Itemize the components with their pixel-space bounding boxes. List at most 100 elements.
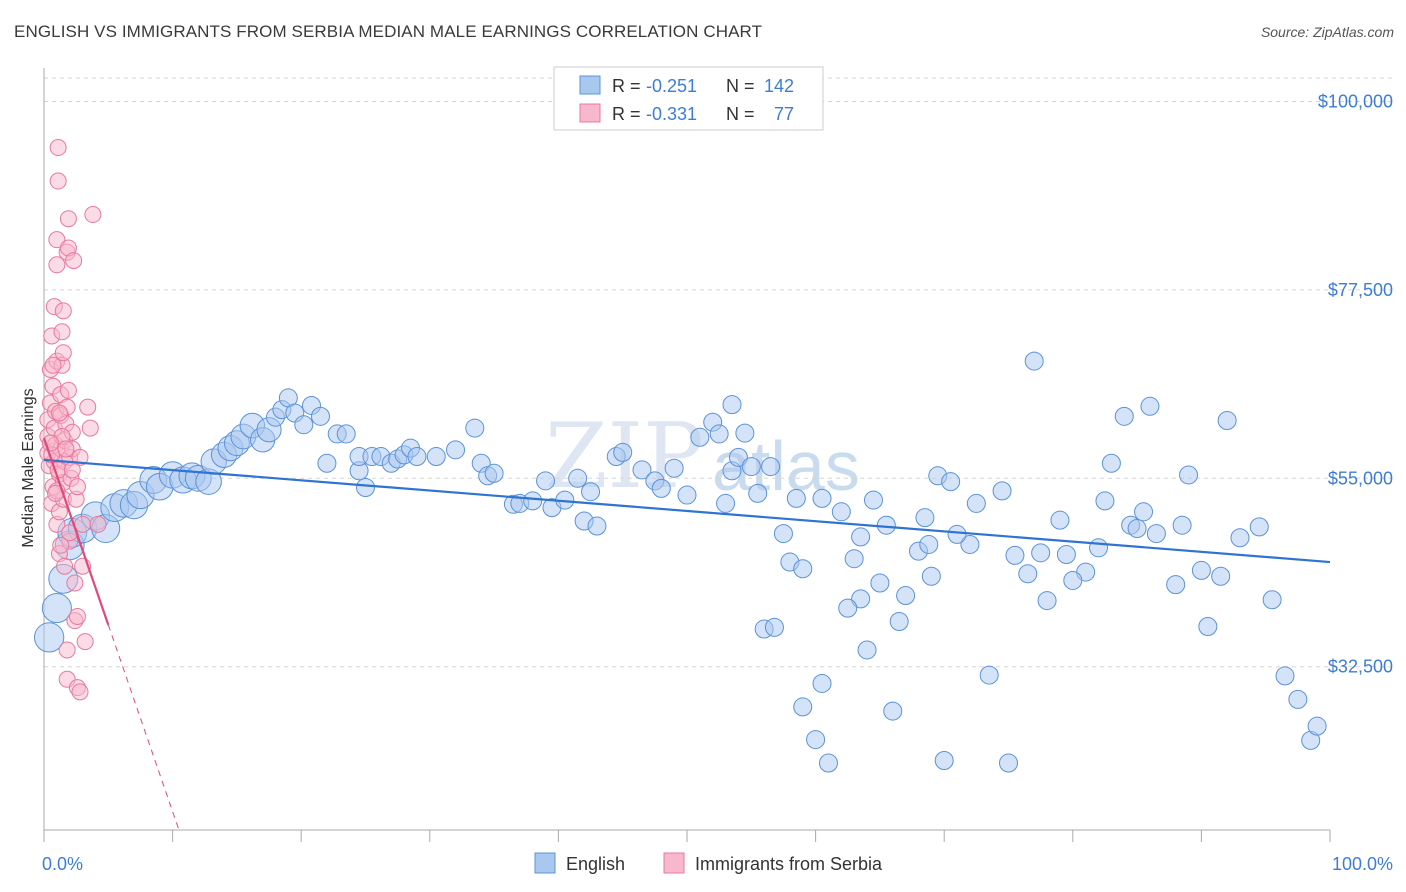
point-english [896,586,916,606]
point-english [1134,502,1154,522]
x-tick-label: 100.0% [1332,854,1393,874]
point-english [960,534,980,554]
point-english [851,527,871,547]
point-english [1198,617,1218,637]
grid [44,77,1392,668]
point-english [356,478,375,498]
point-serbia [58,641,76,659]
y-tick-label: $100,000 [1318,91,1393,111]
point-serbia [81,419,99,437]
point-english [34,622,65,653]
x-tick-label: 0.0% [42,854,83,874]
point-english [1179,465,1199,485]
point-english [523,491,543,511]
point-serbia [74,515,92,533]
point-english [919,534,939,554]
point-english [1018,564,1038,584]
point-serbia [53,323,71,341]
point-english [1037,591,1057,611]
point-serbia [49,172,67,190]
x-tick-labels: 0.0% 100.0% [42,854,1393,874]
point-english [651,478,671,498]
point-serbia [65,252,83,270]
point-english [1307,716,1327,736]
point-english [1005,545,1025,565]
point-english [941,472,961,492]
point-english [1230,528,1250,548]
legend-swatch-serbia [579,103,601,123]
point-english [806,730,826,750]
bottom-legend-serbia: Immigrants from Serbia [695,854,883,874]
point-serbia [66,574,84,592]
point-serbia [68,478,86,496]
point-serbia [68,607,86,625]
point-serbia [59,210,77,228]
point-serbia [54,302,72,320]
trend-lines [42,437,1331,831]
point-english [786,488,806,508]
point-english [999,753,1018,773]
point-english [844,549,864,569]
point-english [812,488,832,508]
trend-line-english [43,458,1331,564]
bottom-legend-english: English [566,854,625,874]
point-english [587,516,607,536]
point-serbia [79,398,97,416]
legend-n-label-serbia: N = [726,104,755,124]
point-english [1140,396,1160,416]
point-english [446,440,466,460]
point-english [728,447,748,467]
point-english [1101,453,1121,473]
point-english [677,485,697,505]
series-english [34,351,1327,773]
point-serbia [59,381,77,399]
point-english [947,524,967,544]
point-english [773,524,793,544]
bottom-legend: English Immigrants from Serbia [534,852,883,874]
point-english [1114,406,1134,426]
trend-line-serbia [42,437,110,626]
legend-r-label-serbia: R = [612,104,641,124]
point-serbia [48,256,66,274]
point-english [793,697,813,717]
point-english [1262,590,1282,610]
point-english [1249,517,1269,537]
legend-swatch-english [579,75,601,95]
y-tick-labels: $32,500 $55,000 $77,500 $100,000 [1318,91,1393,676]
trend-extension-serbia [107,624,180,831]
point-english [966,493,986,513]
point-english [851,589,871,609]
point-serbia [48,231,66,249]
point-serbia [54,344,72,362]
y-axis-label: Median Male Earnings [20,388,37,547]
point-english [863,490,883,510]
watermark: ZIP atlas [545,404,860,509]
point-english [1127,519,1147,539]
point-english [1050,510,1070,530]
point-english [465,418,485,438]
point-english [1211,566,1231,586]
point-english [764,617,784,637]
point-english [818,753,838,773]
point-serbia [49,139,67,157]
source-label: Source: ZipAtlas.com [1260,24,1394,40]
legend-n-label-english: N = [726,76,755,96]
point-serbia [52,536,70,554]
point-serbia [56,557,74,575]
point-english [722,395,742,415]
point-english [1056,545,1076,565]
point-english [484,463,504,483]
point-english [1063,570,1083,590]
point-english [664,458,684,478]
point-english [41,593,72,624]
point-serbia [89,515,107,533]
point-english [1172,515,1192,535]
point-english [1217,411,1237,431]
point-english [336,424,356,444]
bottom-legend-swatch-english [534,852,556,874]
legend-n-value-serbia: 77 [774,104,794,124]
point-english [1089,538,1109,558]
point-english [1288,689,1308,709]
legend: R = -0.251 N = 142 R = -0.331 N = 77 [553,66,824,131]
